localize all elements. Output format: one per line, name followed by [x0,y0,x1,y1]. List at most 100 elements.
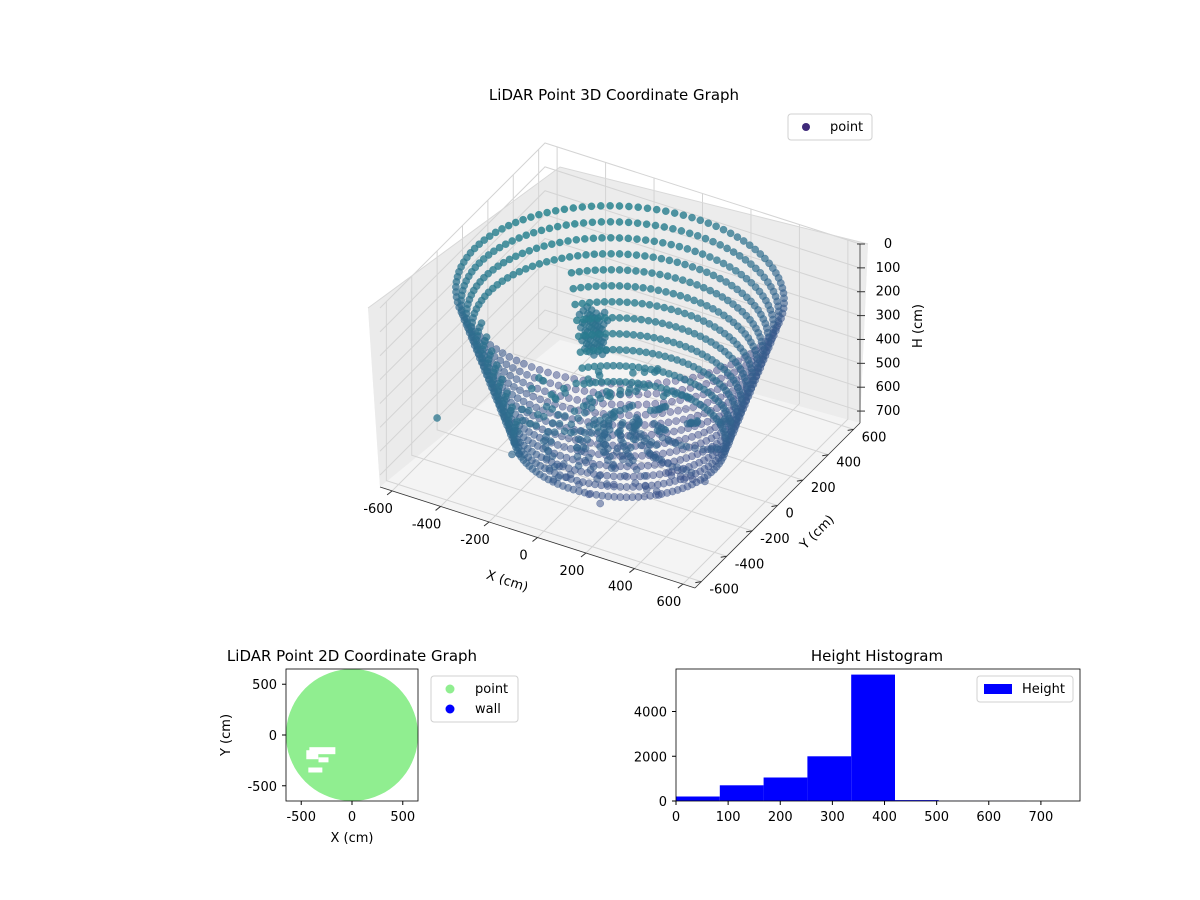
point-3d [670,427,678,436]
legend-3d-marker [802,123,810,131]
point-3d [583,435,592,444]
point-3d [505,255,514,264]
point-3d [644,316,653,325]
point-3d [504,379,513,388]
point-3d [648,349,657,358]
point-3d [751,245,760,254]
z-tick-label: 500 [876,356,901,371]
point-3d [650,237,659,246]
point-3d [518,249,527,258]
point-3d [595,471,604,480]
histogram-bar [851,674,895,801]
y-tick-label: -200 [760,532,790,547]
point-3d [646,285,655,293]
point-3d [677,227,686,235]
point-3d [581,408,589,417]
point-3d [666,448,674,457]
legend-2d-wall-marker [445,704,455,714]
point-3d [560,384,568,393]
point-3d [668,397,676,406]
point-3d [528,262,537,271]
point-3d [672,417,680,425]
point-3d [641,252,649,260]
point-3d [582,251,590,259]
x-tick-label: 0 [348,810,356,825]
point-3d [623,282,632,291]
point-3d [681,260,689,269]
point-3d [727,281,736,290]
point-3d [512,356,521,365]
point-3d [570,407,579,416]
point-3d [587,324,596,332]
point-3d [515,267,524,276]
point-3d [607,281,616,290]
legend-histogram-label: Height [1022,682,1065,697]
point-3d [615,202,624,210]
legend-3d-box [787,113,873,141]
point-3d [519,397,528,406]
point-3d [547,390,556,399]
point-3d [543,208,551,217]
point-3d [519,378,527,387]
point-3d [520,359,528,368]
legend-2d-wall-label: wall [475,702,501,717]
point-3d [615,298,624,306]
point-3d [511,218,520,227]
x-tick-label: 500 [924,810,949,825]
gap-2d [308,767,323,773]
chart-3d: LiDAR Point 3D Coordinate Graph -600 -400… [363,86,926,610]
legend-histogram-box [976,675,1074,703]
point-3d [745,241,754,250]
point-3d [667,305,676,314]
point-3d [625,411,633,420]
point-3d [609,345,617,354]
point-3d [665,256,674,265]
point-3d [601,313,609,322]
point-3d [615,282,624,290]
point-3d [733,285,742,294]
point-3d [688,213,696,222]
point-3d [657,254,666,263]
point-3d [516,386,524,395]
x-tick-label: 0 [519,549,527,564]
point-3d [585,379,594,387]
x-tick-label: -600 [363,502,393,517]
point-3d [597,218,606,226]
point-3d [655,351,663,359]
x-tick-label: -200 [460,533,490,548]
point-3d [595,346,604,354]
point-3d [588,330,596,339]
point-3d [614,429,622,437]
x-tick-label: 600 [976,810,1001,825]
y-ticks-histogram: 0 2000 4000 [634,706,676,810]
point-3d [661,207,670,216]
point-3d [503,389,511,398]
point-3d [747,260,755,268]
point-3d [687,311,696,320]
point-3d [576,283,585,292]
point-3d [498,375,506,384]
point-3d [645,300,654,309]
point-3d [590,250,599,259]
point-3d [629,472,638,481]
x-tick-label: 400 [608,580,633,595]
point-3d [674,406,682,415]
point-3d [615,250,624,258]
point-3d [641,236,650,244]
point-3d [594,314,602,322]
y-axis-label-2d: Y (cm) [219,714,234,757]
point-3d [622,483,631,491]
point-3d [625,202,633,211]
point-3d [606,217,615,226]
point-3d [712,444,721,452]
point-3d [585,453,593,462]
gap-2d [309,747,336,755]
histogram-bars [676,674,1027,801]
point-3d [626,453,635,461]
point-3d [598,234,606,242]
y-tick-label: 500 [252,678,277,693]
point-3d [558,402,567,411]
point-3d [533,410,542,419]
point-3d [587,202,596,211]
point-3d [573,316,581,325]
